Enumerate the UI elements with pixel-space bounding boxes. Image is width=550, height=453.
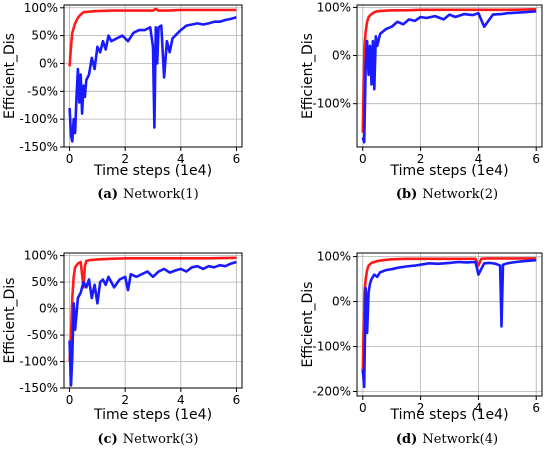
plot-frame	[63, 252, 243, 389]
x-tick-label: 0	[359, 152, 367, 166]
y-tick-label: -50%	[27, 328, 58, 342]
x-tick-label: 4	[475, 401, 483, 415]
y-tick-label: -100%	[312, 97, 351, 111]
x-tick-label: 6	[532, 401, 540, 415]
series-line-blue	[361, 10, 537, 144]
chart-panel-1: 0 2 4 6 100% 50% 0% -50% -100% -150% Time steps (1…	[2, 1, 243, 202]
y-tick-label: 100%	[24, 1, 58, 15]
chart-panel-3: 0 2 4 6 100% 50% 0% -50% -100% -150% Time steps (1…	[2, 249, 243, 447]
y-axis-label: Efficient_Dis	[300, 282, 316, 368]
y-tick-label: 0%	[39, 56, 58, 70]
y-tick-label: 100%	[317, 250, 351, 264]
plot-frame	[356, 4, 543, 148]
y-tick-label: -200%	[312, 385, 351, 399]
y-tick-label: -100%	[19, 355, 58, 369]
y-tick-label: -150%	[19, 381, 58, 395]
y-tick-label: -100%	[19, 112, 58, 126]
y-tick-label: 50%	[31, 29, 58, 43]
caption-letter: (d)	[396, 432, 417, 447]
y-tick-label: 0%	[332, 295, 351, 309]
panel-caption: (a) Network(1)	[97, 187, 199, 202]
y-tick-label: 100%	[24, 249, 58, 263]
plot-frame	[63, 4, 243, 148]
series-line-blue	[68, 16, 237, 143]
x-tick-label: 0	[66, 152, 74, 166]
series-line-red	[361, 257, 537, 374]
series-line-red	[68, 7, 237, 67]
x-axis-label: Time steps (1e4)	[93, 407, 212, 423]
x-tick-label: 6	[233, 152, 241, 166]
y-axis-label: Efficient_Dis	[2, 33, 18, 119]
x-tick-label: 0	[359, 401, 367, 415]
x-tick-label: 0	[66, 393, 74, 407]
x-tick-label: 2	[121, 393, 129, 407]
y-tick-label: 100%	[317, 0, 351, 14]
caption-text: Network(3)	[123, 432, 199, 447]
panel-caption: (d) Network(4)	[396, 432, 498, 447]
plot-frame	[356, 252, 543, 397]
y-tick-label: -50%	[27, 84, 58, 98]
x-axis-label: Time steps (1e4)	[389, 407, 508, 423]
series-line-blue	[68, 260, 237, 387]
y-tick-label: 50%	[31, 275, 58, 289]
x-tick-label: 2	[417, 152, 425, 166]
series-line-blue	[361, 258, 537, 389]
x-axis-label: Time steps (1e4)	[93, 163, 212, 179]
caption-text: Network(1)	[123, 187, 199, 202]
caption-text: Network(2)	[422, 187, 498, 202]
y-tick-label: 0%	[332, 49, 351, 63]
caption-letter: (c)	[98, 432, 118, 447]
y-axis-label: Efficient_Dis	[2, 278, 18, 364]
panel-caption: (c) Network(3)	[98, 432, 199, 447]
panel-caption: (b) Network(2)	[396, 187, 498, 202]
caption-text: Network(4)	[422, 432, 498, 447]
y-axis-label: Efficient_Dis	[300, 33, 316, 119]
x-tick-label: 2	[121, 152, 129, 166]
chart-panel-4: 0 2 4 6 100% 0% -100% -200% Time steps (1e4) Effi…	[300, 250, 543, 447]
y-tick-label: -150%	[19, 140, 58, 154]
y-tick-label: 0%	[39, 302, 58, 316]
series-line-red	[361, 8, 537, 133]
y-tick-label: -100%	[312, 340, 351, 354]
x-tick-label: 6	[532, 152, 540, 166]
series-line-red	[68, 256, 237, 362]
x-tick-label: 4	[177, 152, 185, 166]
chart-panel-2: 0 2 4 6 100% 0% -100% Time steps (1e4) Efficient…	[300, 0, 543, 202]
caption-letter: (a)	[97, 187, 118, 202]
x-tick-label: 2	[417, 401, 425, 415]
x-tick-label: 4	[475, 152, 483, 166]
caption-letter: (b)	[396, 187, 417, 202]
x-tick-label: 6	[233, 393, 241, 407]
x-axis-label: Time steps (1e4)	[389, 163, 508, 179]
x-tick-label: 4	[177, 393, 185, 407]
